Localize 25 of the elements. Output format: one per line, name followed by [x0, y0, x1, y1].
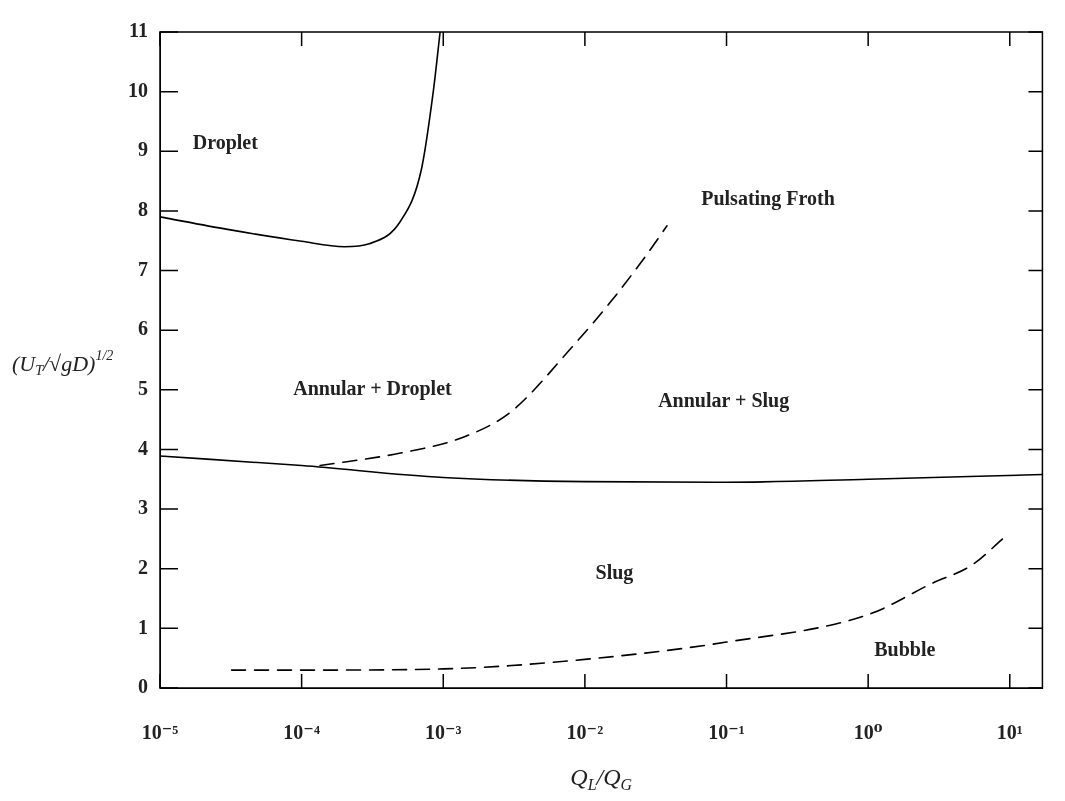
- x-tick-label: 10¹: [996, 721, 1023, 744]
- y-tick-label: 9: [138, 138, 148, 161]
- annotation: Annular + Slug: [658, 389, 790, 413]
- y-tick-label: 10: [128, 78, 148, 101]
- annotation: Slug: [595, 561, 634, 585]
- y-tick-label: 3: [138, 496, 148, 519]
- annotation: Pulsating Froth: [701, 187, 835, 211]
- y-tick-label: 11: [129, 19, 148, 42]
- annotation: Droplet: [192, 131, 259, 155]
- y-tick-label: 6: [138, 317, 148, 340]
- y-tick-label: 7: [138, 257, 148, 280]
- y-tick-label: 2: [138, 555, 148, 578]
- y-tick-label: 8: [138, 198, 148, 221]
- x-tick-label: 10⁻⁴: [283, 721, 320, 744]
- y-tick-label: 4: [138, 436, 148, 459]
- y-tick-label: 0: [138, 675, 148, 698]
- annotation: Bubble: [874, 638, 936, 661]
- x-tick-label: 10⁻²: [566, 721, 604, 744]
- y-tick-label: 1: [138, 615, 148, 638]
- x-tick-label: 10⁻¹: [708, 721, 745, 744]
- y-tick-label: 5: [138, 376, 148, 399]
- annotation: Annular + Droplet: [293, 377, 453, 401]
- x-tick-label: 10⁰: [853, 721, 883, 744]
- x-tick-label: 10⁻⁵: [141, 721, 179, 744]
- x-tick-label: 10⁻³: [424, 721, 462, 744]
